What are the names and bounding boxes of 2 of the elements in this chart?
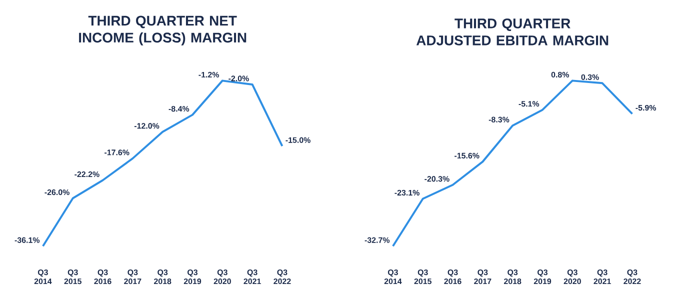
chart-title: THIRD QUARTER ADJUSTED EBITDA MARGIN <box>416 18 608 46</box>
chart-title: THIRD QUARTER NET INCOME (LOSS) MARGIN <box>79 16 246 46</box>
